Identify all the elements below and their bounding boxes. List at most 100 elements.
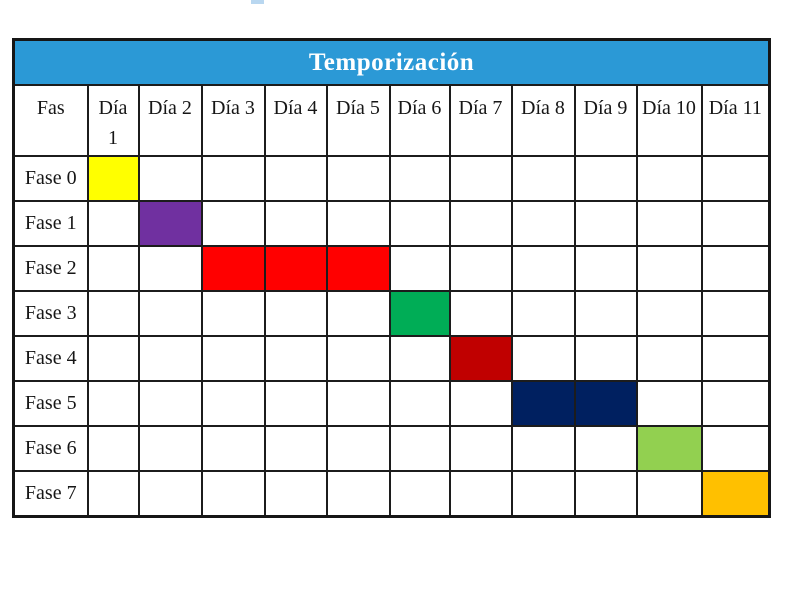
empty-cell (200, 335, 266, 382)
gantt-bar-cell (635, 425, 703, 472)
gantt-bar-cell (510, 380, 576, 427)
empty-cell (700, 380, 771, 427)
empty-cell (448, 245, 513, 292)
empty-cell (325, 200, 391, 247)
empty-cell (137, 290, 203, 337)
gantt-row: Fase 5 (12, 380, 771, 427)
row-label: Fase 6 (12, 425, 89, 472)
empty-cell (700, 335, 771, 382)
empty-cell (263, 155, 328, 202)
empty-cell (635, 290, 703, 337)
empty-cell (325, 335, 391, 382)
day-column-header: Día 11 (700, 84, 771, 157)
gantt-table: Temporización Fas Día 1 Día 2 Día 3 Día 4 Día… (12, 38, 772, 518)
day-column-header: Día 4 (263, 84, 328, 157)
empty-cell (573, 290, 638, 337)
empty-cell (200, 290, 266, 337)
empty-cell (86, 335, 140, 382)
day-column-header: Día 7 (448, 84, 513, 157)
gantt-row: Fase 2 (12, 245, 771, 292)
gantt-bar-cell (137, 200, 203, 247)
empty-cell (510, 290, 576, 337)
day-column-header: Día 3 (200, 84, 266, 157)
gantt-row: Fase 6 (12, 425, 771, 472)
day-column-header: Día 6 (388, 84, 451, 157)
empty-cell (263, 200, 328, 247)
empty-cell (86, 380, 140, 427)
empty-cell (388, 470, 451, 517)
empty-cell (448, 200, 513, 247)
empty-cell (635, 335, 703, 382)
row-label: Fase 1 (12, 200, 89, 247)
empty-cell (200, 470, 266, 517)
day-column-header: Día 1 (86, 84, 140, 157)
row-label: Fase 2 (12, 245, 89, 292)
row-label: Fase 5 (12, 380, 89, 427)
empty-cell (200, 200, 266, 247)
empty-cell (263, 335, 328, 382)
empty-cell (510, 245, 576, 292)
day-column-header: Día 8 (510, 84, 576, 157)
empty-cell (325, 470, 391, 517)
empty-cell (200, 380, 266, 427)
row-label: Fase 7 (12, 470, 89, 517)
empty-cell (510, 470, 576, 517)
empty-cell (448, 470, 513, 517)
gantt-bar-cell (388, 290, 451, 337)
gantt-bar-cell (448, 335, 513, 382)
empty-cell (137, 335, 203, 382)
empty-cell (700, 290, 771, 337)
empty-cell (700, 425, 771, 472)
empty-cell (388, 380, 451, 427)
empty-cell (200, 425, 266, 472)
empty-cell (86, 290, 140, 337)
gantt-bar-cell (86, 155, 140, 202)
gantt-body: Fase 0 Fase 1 Fase 2 Fase 3 Fase 4 Fase 5 Fase… (12, 155, 771, 517)
empty-cell (200, 155, 266, 202)
empty-cell (263, 470, 328, 517)
title-row: Temporización (12, 38, 771, 86)
day-column-header: Día 2 (137, 84, 203, 157)
empty-cell (510, 335, 576, 382)
gantt-row: Fase 7 (12, 470, 771, 517)
empty-cell (510, 155, 576, 202)
empty-cell (573, 200, 638, 247)
empty-cell (137, 245, 203, 292)
gantt-row: Fase 0 (12, 155, 771, 202)
empty-cell (86, 470, 140, 517)
gantt-row: Fase 3 (12, 290, 771, 337)
empty-cell (510, 425, 576, 472)
empty-cell (700, 200, 771, 247)
gantt-bar-cell (325, 245, 391, 292)
gantt-row: Fase 4 (12, 335, 771, 382)
gantt-row: Fase 1 (12, 200, 771, 247)
empty-cell (700, 245, 771, 292)
gantt-bar-cell (200, 245, 266, 292)
empty-cell (448, 155, 513, 202)
row-label: Fase 4 (12, 335, 89, 382)
empty-cell (137, 380, 203, 427)
cropped-content-artifact (251, 0, 264, 4)
table-title: Temporización (12, 38, 771, 86)
row-label: Fase 3 (12, 290, 89, 337)
empty-cell (573, 470, 638, 517)
empty-cell (635, 470, 703, 517)
empty-cell (635, 200, 703, 247)
empty-cell (325, 425, 391, 472)
empty-cell (388, 335, 451, 382)
empty-cell (137, 155, 203, 202)
gantt-bar-cell (700, 470, 771, 517)
empty-cell (86, 425, 140, 472)
phase-column-header: Fas (12, 84, 89, 157)
empty-cell (448, 425, 513, 472)
empty-cell (325, 290, 391, 337)
empty-cell (86, 200, 140, 247)
empty-cell (388, 155, 451, 202)
empty-cell (510, 200, 576, 247)
empty-cell (263, 290, 328, 337)
empty-cell (388, 245, 451, 292)
empty-cell (263, 380, 328, 427)
empty-cell (635, 380, 703, 427)
empty-cell (263, 425, 328, 472)
